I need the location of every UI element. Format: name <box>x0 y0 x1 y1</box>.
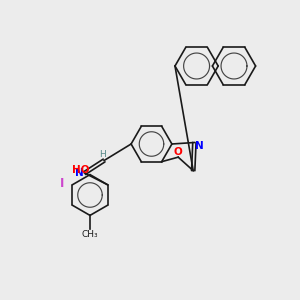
Text: N: N <box>194 141 203 151</box>
Text: CH₃: CH₃ <box>82 230 98 239</box>
Text: O: O <box>173 147 182 157</box>
Text: HO: HO <box>72 165 89 175</box>
Text: I: I <box>60 177 64 190</box>
Text: H: H <box>99 150 106 159</box>
Text: N: N <box>75 168 84 178</box>
